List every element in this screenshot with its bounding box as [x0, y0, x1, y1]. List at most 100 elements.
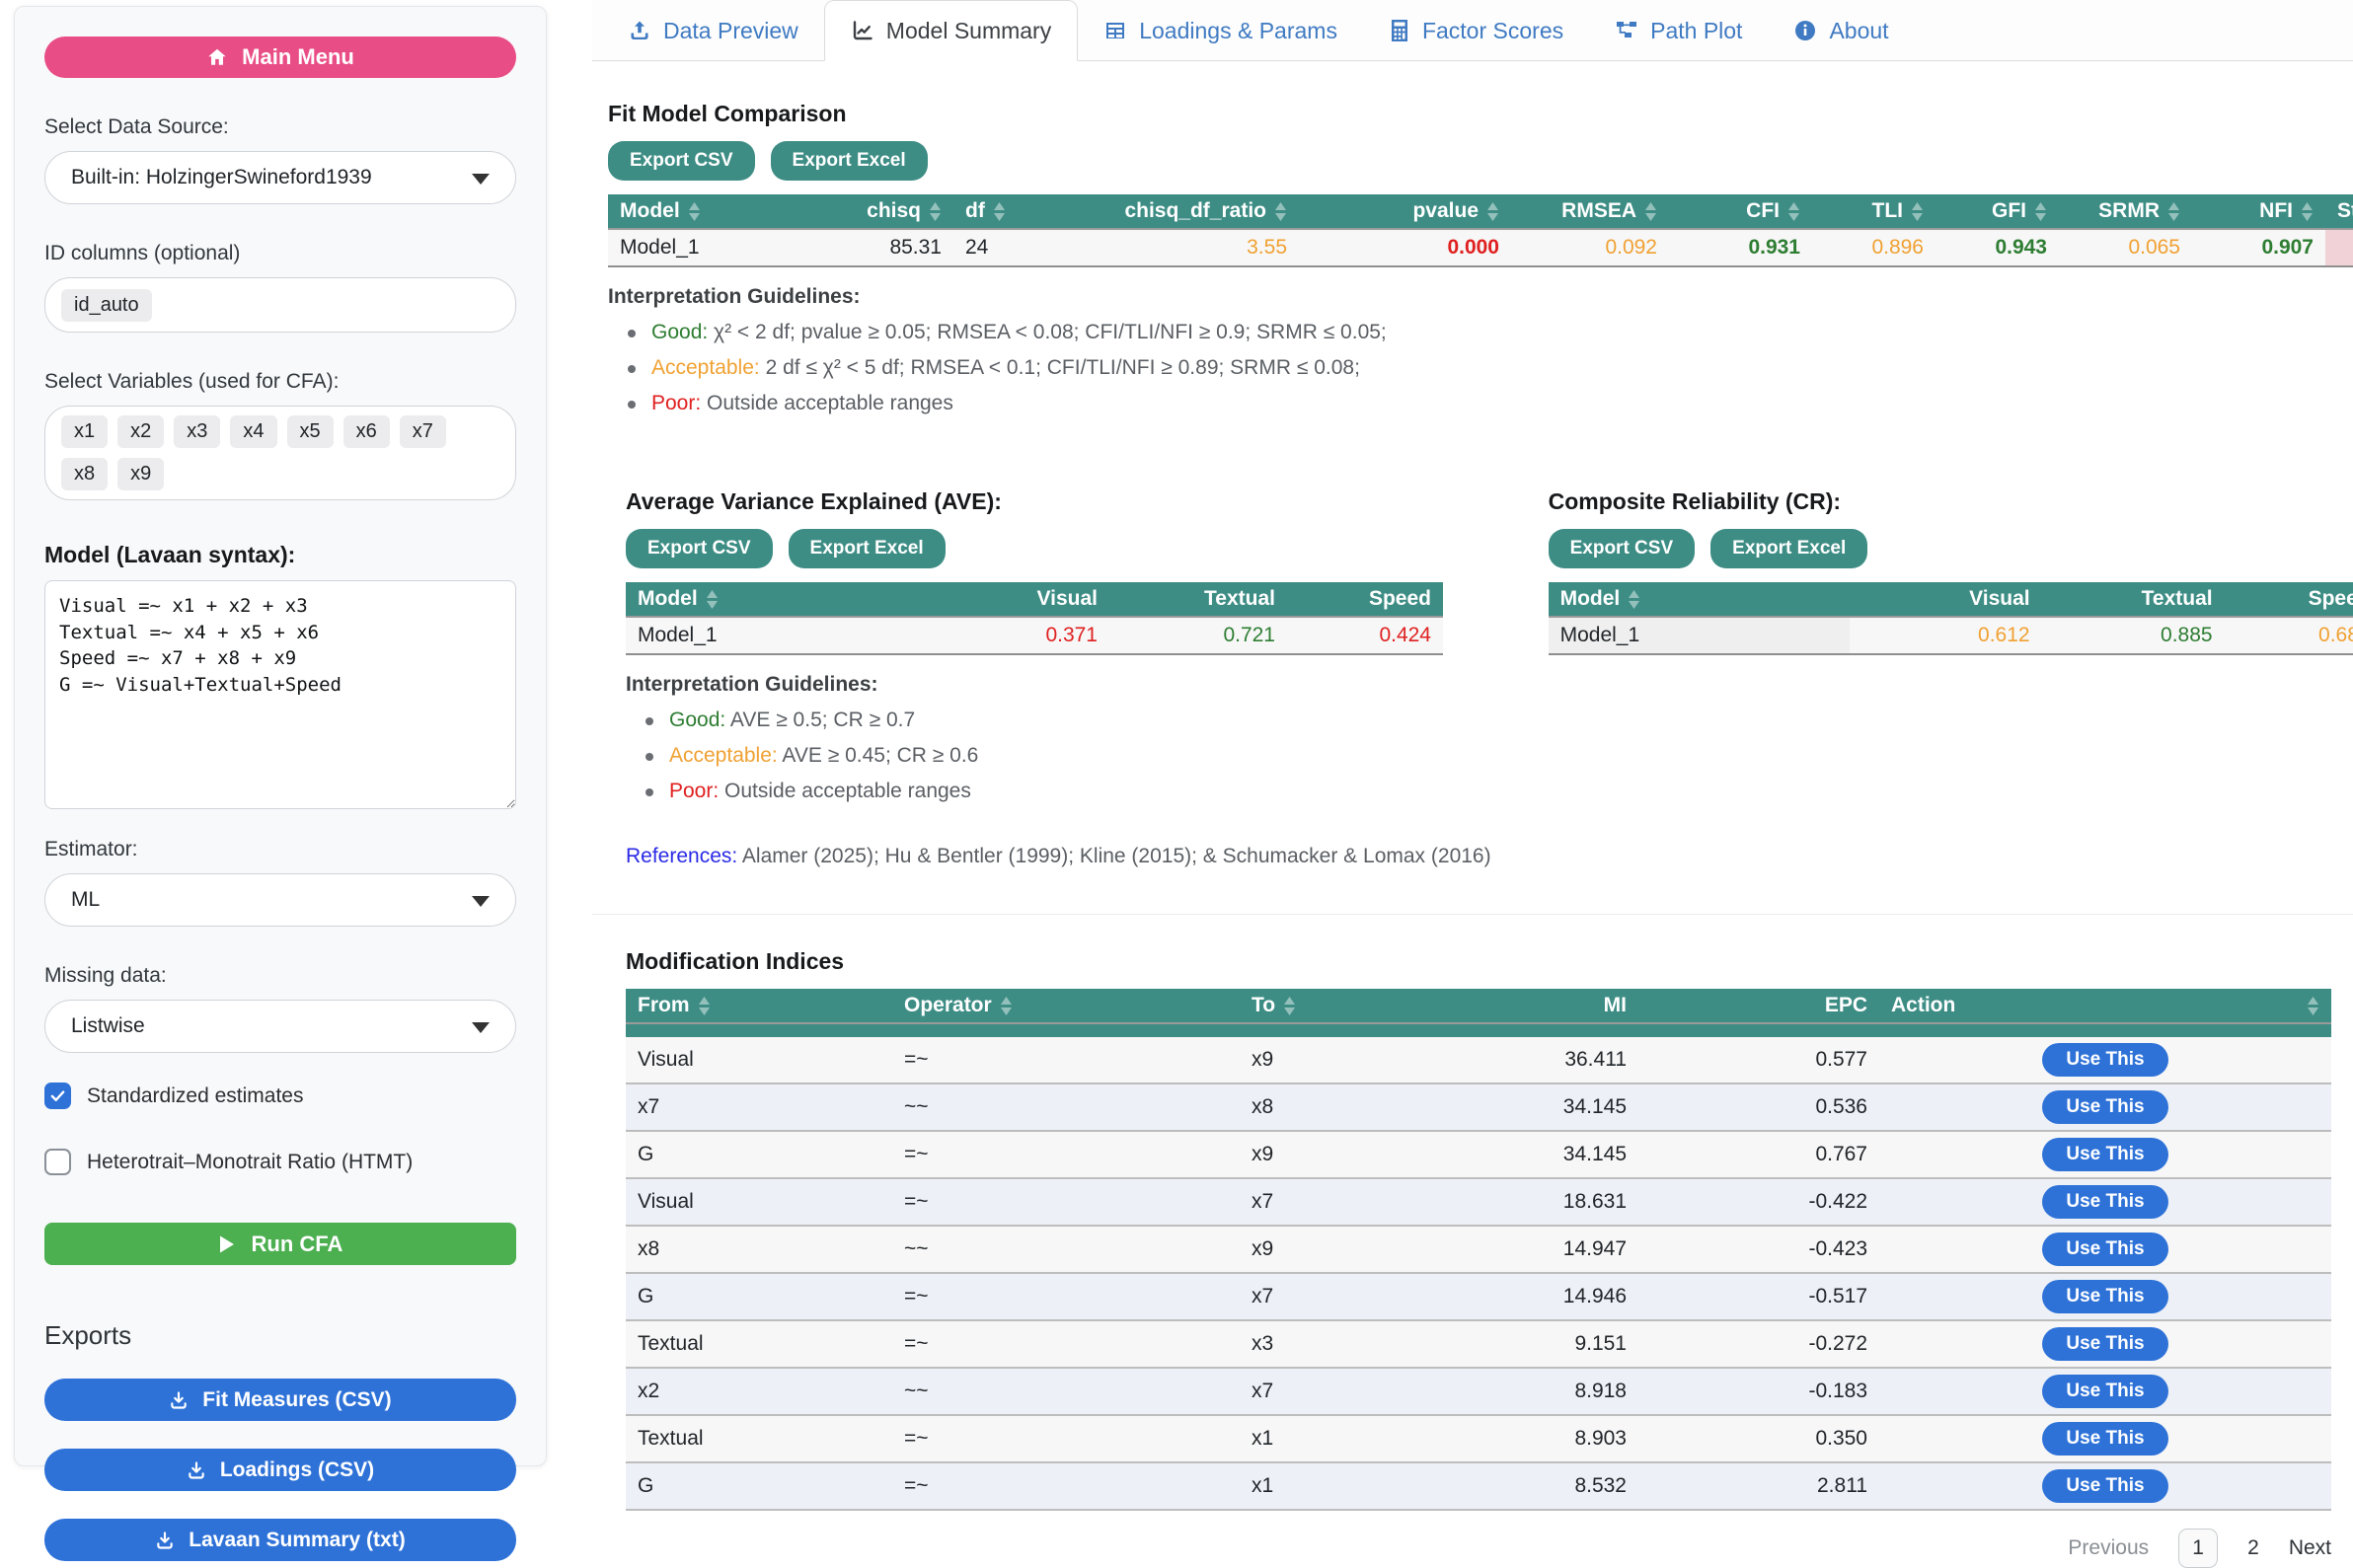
references-label[interactable]: References: [626, 845, 738, 867]
ave-section: Average Variance Explained (AVE): Export… [626, 488, 1491, 868]
guideline-item: Poor: Outside acceptable ranges [645, 780, 1491, 803]
tab-about[interactable]: About [1768, 0, 1914, 61]
table-row: Textual =~ x1 8.903 0.350 Use This [626, 1415, 2331, 1463]
variable-chip[interactable]: x2 [117, 415, 165, 448]
id-column-chip[interactable]: id_auto [61, 288, 152, 322]
fit-section-title: Fit Model Comparison [608, 101, 847, 126]
mi-epc-cell: -0.422 [1638, 1178, 1879, 1227]
column-header-speed[interactable]: Speed [1287, 582, 1443, 618]
variable-chip[interactable]: x3 [174, 415, 221, 448]
use-this-button[interactable]: Use This [2042, 1375, 2168, 1408]
missing-data-select[interactable]: Listwise [44, 1000, 516, 1053]
id-columns-label: ID columns (optional) [44, 242, 241, 264]
column-header-textual[interactable]: Textual [2041, 582, 2225, 618]
mi-mi-cell: 8.532 [1409, 1462, 1638, 1511]
tab-loadings-params[interactable]: Loadings & Params [1078, 0, 1363, 61]
pagination-page-1[interactable]: 1 [2178, 1529, 2219, 1568]
ave-export-excel-button[interactable]: Export Excel [788, 529, 946, 568]
cr-model-cell: Model_1 [1548, 617, 1850, 655]
variable-chip[interactable]: x9 [117, 458, 165, 490]
variable-chip[interactable]: x7 [399, 415, 446, 448]
pagination-next[interactable]: Next [2288, 1536, 2331, 1559]
column-header-srmr[interactable]: SRMR [2059, 194, 2192, 230]
status-badge: Poor [2325, 229, 2353, 267]
column-header-cfi[interactable]: CFI [1669, 194, 1812, 230]
variable-chip[interactable]: x8 [61, 458, 109, 490]
use-this-button[interactable]: Use This [2042, 1232, 2168, 1266]
tab-factor-scores[interactable]: Factor Scores [1363, 0, 1589, 61]
data-source-select[interactable]: Built-in: HolzingerSwineford1939 [44, 151, 516, 204]
ave-export-csv-button[interactable]: Export CSV [626, 529, 773, 568]
column-header-tli[interactable]: TLI [1812, 194, 1936, 230]
use-this-button[interactable]: Use This [2042, 1138, 2168, 1171]
column-header-to[interactable]: To [1240, 989, 1409, 1024]
use-this-button[interactable]: Use This [2042, 1185, 2168, 1219]
guidelines-title: Interpretation Guidelines: [608, 285, 861, 308]
id-columns-input[interactable]: id_auto [44, 277, 516, 333]
checkbox-checked-icon[interactable] [44, 1083, 71, 1109]
column-header-from[interactable]: From [626, 989, 892, 1024]
use-this-button[interactable]: Use This [2042, 1327, 2168, 1361]
variable-chip[interactable]: x5 [286, 415, 334, 448]
variable-chip[interactable]: x6 [342, 415, 390, 448]
standardized-estimates-label: Standardized estimates [87, 1083, 304, 1107]
main-menu-button[interactable]: Main Menu [44, 37, 516, 78]
column-header-mi[interactable]: MI [1409, 989, 1638, 1024]
use-this-button[interactable]: Use This [2042, 1422, 2168, 1456]
standardized-estimates-checkbox-row[interactable]: Standardized estimates [44, 1083, 516, 1109]
chart-line-icon [851, 19, 874, 42]
column-header-textual[interactable]: Textual [1109, 582, 1287, 618]
tab-model-summary[interactable]: Model Summary [823, 0, 1079, 61]
column-header-nfi[interactable]: NFI [2192, 194, 2325, 230]
tab-path-plot[interactable]: Path Plot [1589, 0, 1768, 61]
column-header-action[interactable]: Action [1879, 989, 2331, 1024]
pagination-page-2[interactable]: 2 [2247, 1536, 2259, 1559]
table-row: G =~ x9 34.145 0.767 Use This [626, 1131, 2331, 1179]
column-header-chisq[interactable]: chisq [796, 194, 953, 230]
export-fit-measures-button[interactable]: Fit Measures (CSV) [44, 1379, 516, 1421]
column-header-model[interactable]: Model [626, 582, 922, 618]
fit-export-excel-button[interactable]: Export Excel [770, 141, 928, 181]
mi-operator-cell: ~~ [892, 1226, 1240, 1274]
column-header-chisq-df-ratio[interactable]: chisq_df_ratio [1052, 194, 1299, 230]
column-header-visual[interactable]: Visual [1849, 582, 2042, 618]
checkbox-unchecked-icon[interactable] [44, 1149, 71, 1175]
variable-chip[interactable]: x4 [230, 415, 277, 448]
use-this-button[interactable]: Use This [2042, 1469, 2168, 1503]
column-header-speed[interactable]: Speed [2224, 582, 2353, 618]
pagination-previous[interactable]: Previous [2068, 1536, 2150, 1559]
column-header-epc[interactable]: EPC [1638, 989, 1879, 1024]
fit-cfi-cell: 0.931 [1669, 229, 1812, 267]
data-source-label: Select Data Source: [44, 115, 229, 138]
estimator-value: ML [71, 888, 101, 911]
variable-chip[interactable]: x1 [61, 415, 109, 448]
column-header-status[interactable]: Status [2325, 194, 2353, 230]
run-cfa-button[interactable]: Run CFA [44, 1223, 516, 1265]
export-lavaan-summary-button[interactable]: Lavaan Summary (txt) [44, 1519, 516, 1561]
column-header-df[interactable]: df [953, 194, 1052, 230]
column-header-model[interactable]: Model [608, 194, 796, 230]
estimator-select[interactable]: ML [44, 873, 516, 927]
tab-data-preview[interactable]: Data Preview [602, 0, 824, 61]
column-header-pvalue[interactable]: pvalue [1299, 194, 1511, 230]
column-header-gfi[interactable]: GFI [1936, 194, 2059, 230]
cr-export-csv-button[interactable]: Export CSV [1548, 529, 1696, 568]
use-this-button[interactable]: Use This [2042, 1090, 2168, 1124]
table-row: x7 ~~ x8 34.145 0.536 Use This [626, 1083, 2331, 1132]
mi-operator-cell: =~ [892, 1320, 1240, 1369]
fit-export-csv-button[interactable]: Export CSV [608, 141, 755, 181]
column-header-model[interactable]: Model [1548, 582, 1850, 618]
mi-epc-cell: 0.767 [1638, 1131, 1879, 1179]
variables-input[interactable]: x1 x2 x3 x4 x5 x6 x7 x8 x9 [44, 406, 516, 500]
column-header-visual[interactable]: Visual [922, 582, 1109, 618]
mi-operator-cell: =~ [892, 1131, 1240, 1179]
export-loadings-button[interactable]: Loadings (CSV) [44, 1449, 516, 1491]
use-this-button[interactable]: Use This [2042, 1280, 2168, 1313]
mi-operator-cell: =~ [892, 1273, 1240, 1321]
column-header-operator[interactable]: Operator [892, 989, 1240, 1024]
column-header-rmsea[interactable]: RMSEA [1511, 194, 1669, 230]
htmt-checkbox-row[interactable]: Heterotrait–Monotrait Ratio (HTMT) [44, 1149, 516, 1175]
use-this-button[interactable]: Use This [2042, 1043, 2168, 1077]
model-syntax-textarea[interactable]: Visual =~ x1 + x2 + x3 Textual =~ x4 + x… [44, 580, 516, 809]
cr-export-excel-button[interactable]: Export Excel [1710, 529, 1868, 568]
